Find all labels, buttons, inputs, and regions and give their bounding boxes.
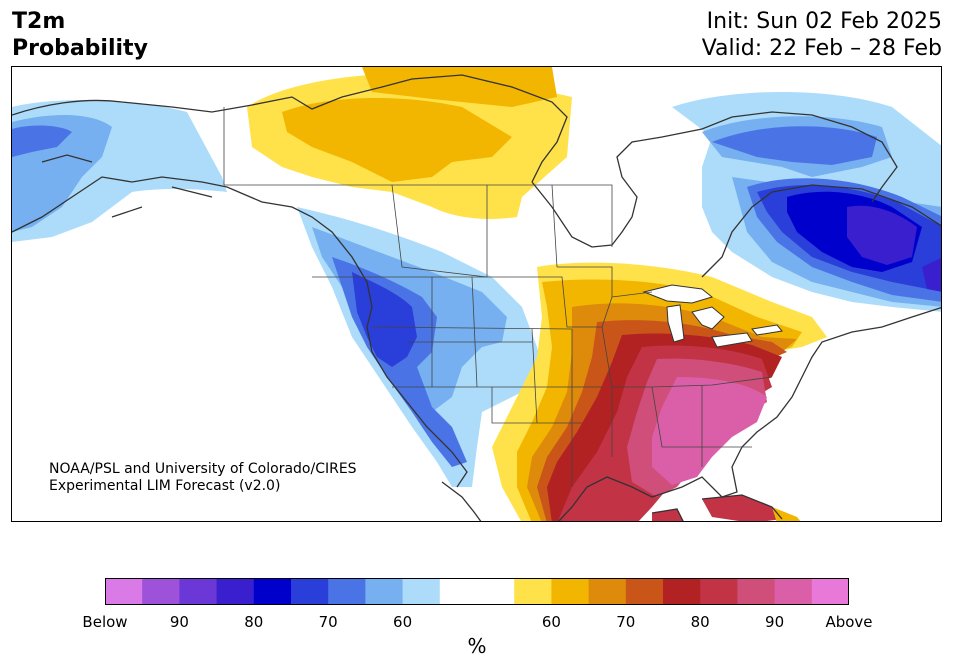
borders	[223, 107, 773, 487]
init-date: Init: Sun 02 Feb 2025	[706, 9, 942, 34]
alaska-blue	[12, 125, 72, 157]
canada-gold	[282, 97, 512, 182]
great-lakes	[642, 284, 783, 348]
colorbar-cell	[402, 578, 441, 605]
colorbar-tick-label: 90	[169, 613, 189, 631]
colorbar-tick-label: Above	[825, 613, 873, 631]
credit-line-2: Experimental LIM Forecast (v2.0)	[49, 478, 281, 494]
colorbar-cell	[216, 578, 255, 605]
east-canada-indigo	[847, 205, 941, 292]
title-variable: T2m	[12, 9, 66, 34]
canada-gold-north	[362, 67, 557, 107]
coastlines	[12, 74, 941, 521]
colorbar-cell	[105, 578, 143, 605]
colorbar-cell	[291, 578, 329, 605]
colorbar-cell	[700, 578, 738, 605]
map-canvas	[12, 67, 941, 521]
colorbar-cell	[663, 578, 701, 605]
colorbar-cell	[737, 578, 776, 605]
colorbar-cell	[625, 578, 664, 605]
colorbar-cell	[365, 578, 404, 605]
colorbar-cell	[514, 578, 552, 605]
credit-line-1: NOAA/PSL and University of Colorado/CIRE…	[49, 461, 357, 477]
colorbar-cell	[253, 578, 292, 605]
colorbar-cell	[439, 578, 478, 605]
colorbar-unit: %	[467, 634, 487, 658]
colorbar-frame	[105, 578, 849, 605]
colorbar-cell	[328, 578, 366, 605]
forecast-map	[11, 66, 942, 522]
colorbar-cell	[588, 578, 627, 605]
colorbar-tick-label: 60	[541, 613, 561, 631]
valid-range: Valid: 22 Feb – 28 Feb	[701, 36, 942, 61]
west-blue-dark	[352, 272, 417, 367]
cuba-orange	[772, 507, 801, 521]
colorbar-cell	[179, 578, 218, 605]
colorbar-tick-label: Below	[82, 613, 128, 631]
east-pink	[652, 377, 767, 485]
forecast-dates: Init: Sun 02 Feb 2025 Valid: 22 Feb – 28…	[702, 8, 942, 62]
colorbar-cell	[477, 578, 515, 605]
map-title: T2m Probability	[12, 8, 148, 62]
colorbar-cells	[105, 578, 849, 605]
colorbar-tick-label: 70	[616, 613, 636, 631]
colorbar	[105, 578, 849, 605]
colorbar-tick-label: 90	[765, 613, 785, 631]
credit-text: NOAA/PSL and University of Colorado/CIRE…	[49, 461, 357, 495]
colorbar-cell	[551, 578, 590, 605]
colorbar-tick-label: 80	[244, 613, 264, 631]
colorbar-cell	[774, 578, 813, 605]
colorbar-cell	[811, 578, 849, 605]
colorbar-tick-label: 60	[393, 613, 413, 631]
cuba-warm	[702, 495, 782, 521]
colorbar-cell	[142, 578, 180, 605]
colorbar-tick-label: 70	[318, 613, 338, 631]
title-product: Probability	[12, 36, 148, 61]
colorbar-tick-label: 80	[690, 613, 710, 631]
